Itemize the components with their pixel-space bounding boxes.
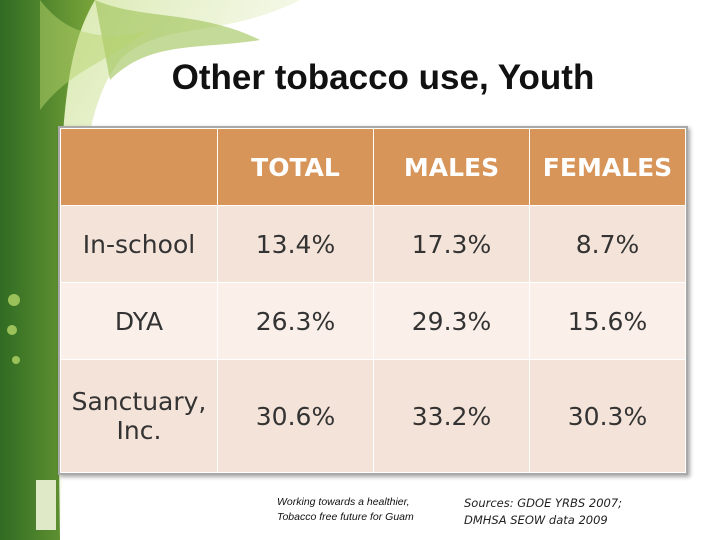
row-label: DYA xyxy=(60,282,218,360)
leaf xyxy=(40,0,150,110)
tagline: Working towards a healthier, Tobacco fre… xyxy=(277,495,414,525)
slide-title: Other tobacco use, Youth xyxy=(171,58,595,97)
header-cell: TOTAL xyxy=(217,128,374,206)
cell: 26.3% xyxy=(217,282,374,360)
green-band xyxy=(0,0,95,540)
header-row: TOTAL MALES FEMALES xyxy=(60,128,686,206)
row-label: Sanctuary, Inc. xyxy=(60,359,218,473)
table-row: DYA 26.3% 29.3% 15.6% xyxy=(60,282,686,360)
cell: 13.4% xyxy=(217,205,374,283)
tagline-line: Working towards a healthier, xyxy=(277,496,410,508)
tagline-line: Tobacco free future for Guam xyxy=(277,511,414,523)
table-row: In-school 13.4% 17.3% 8.7% xyxy=(60,205,686,283)
cell: 30.3% xyxy=(529,359,686,473)
sources-line: DMHSA SEOW data 2009 xyxy=(464,513,608,527)
dot xyxy=(8,294,20,306)
cell: 29.3% xyxy=(373,282,530,360)
row-label: In-school xyxy=(60,205,218,283)
header-cell: MALES xyxy=(373,128,530,206)
dot xyxy=(12,356,20,364)
cell: 15.6% xyxy=(529,282,686,360)
dot xyxy=(7,325,17,335)
letter-shape xyxy=(36,480,56,530)
leaf xyxy=(95,0,260,80)
cell: 8.7% xyxy=(529,205,686,283)
data-table: TOTAL MALES FEMALES In-school 13.4% 17.3… xyxy=(60,128,686,473)
header-cell xyxy=(60,128,218,206)
cell: 33.2% xyxy=(373,359,530,473)
sources: Sources: GDOE YRBS 2007; DMHSA SEOW data… xyxy=(464,495,622,529)
table-row: Sanctuary, Inc. 30.6% 33.2% 30.3% xyxy=(60,359,686,473)
header-cell: FEMALES xyxy=(529,128,686,206)
cell: 17.3% xyxy=(373,205,530,283)
sources-line: Sources: GDOE YRBS 2007; xyxy=(464,496,623,510)
table-frame: TOTAL MALES FEMALES In-school 13.4% 17.3… xyxy=(58,126,688,475)
cell: 30.6% xyxy=(217,359,374,473)
